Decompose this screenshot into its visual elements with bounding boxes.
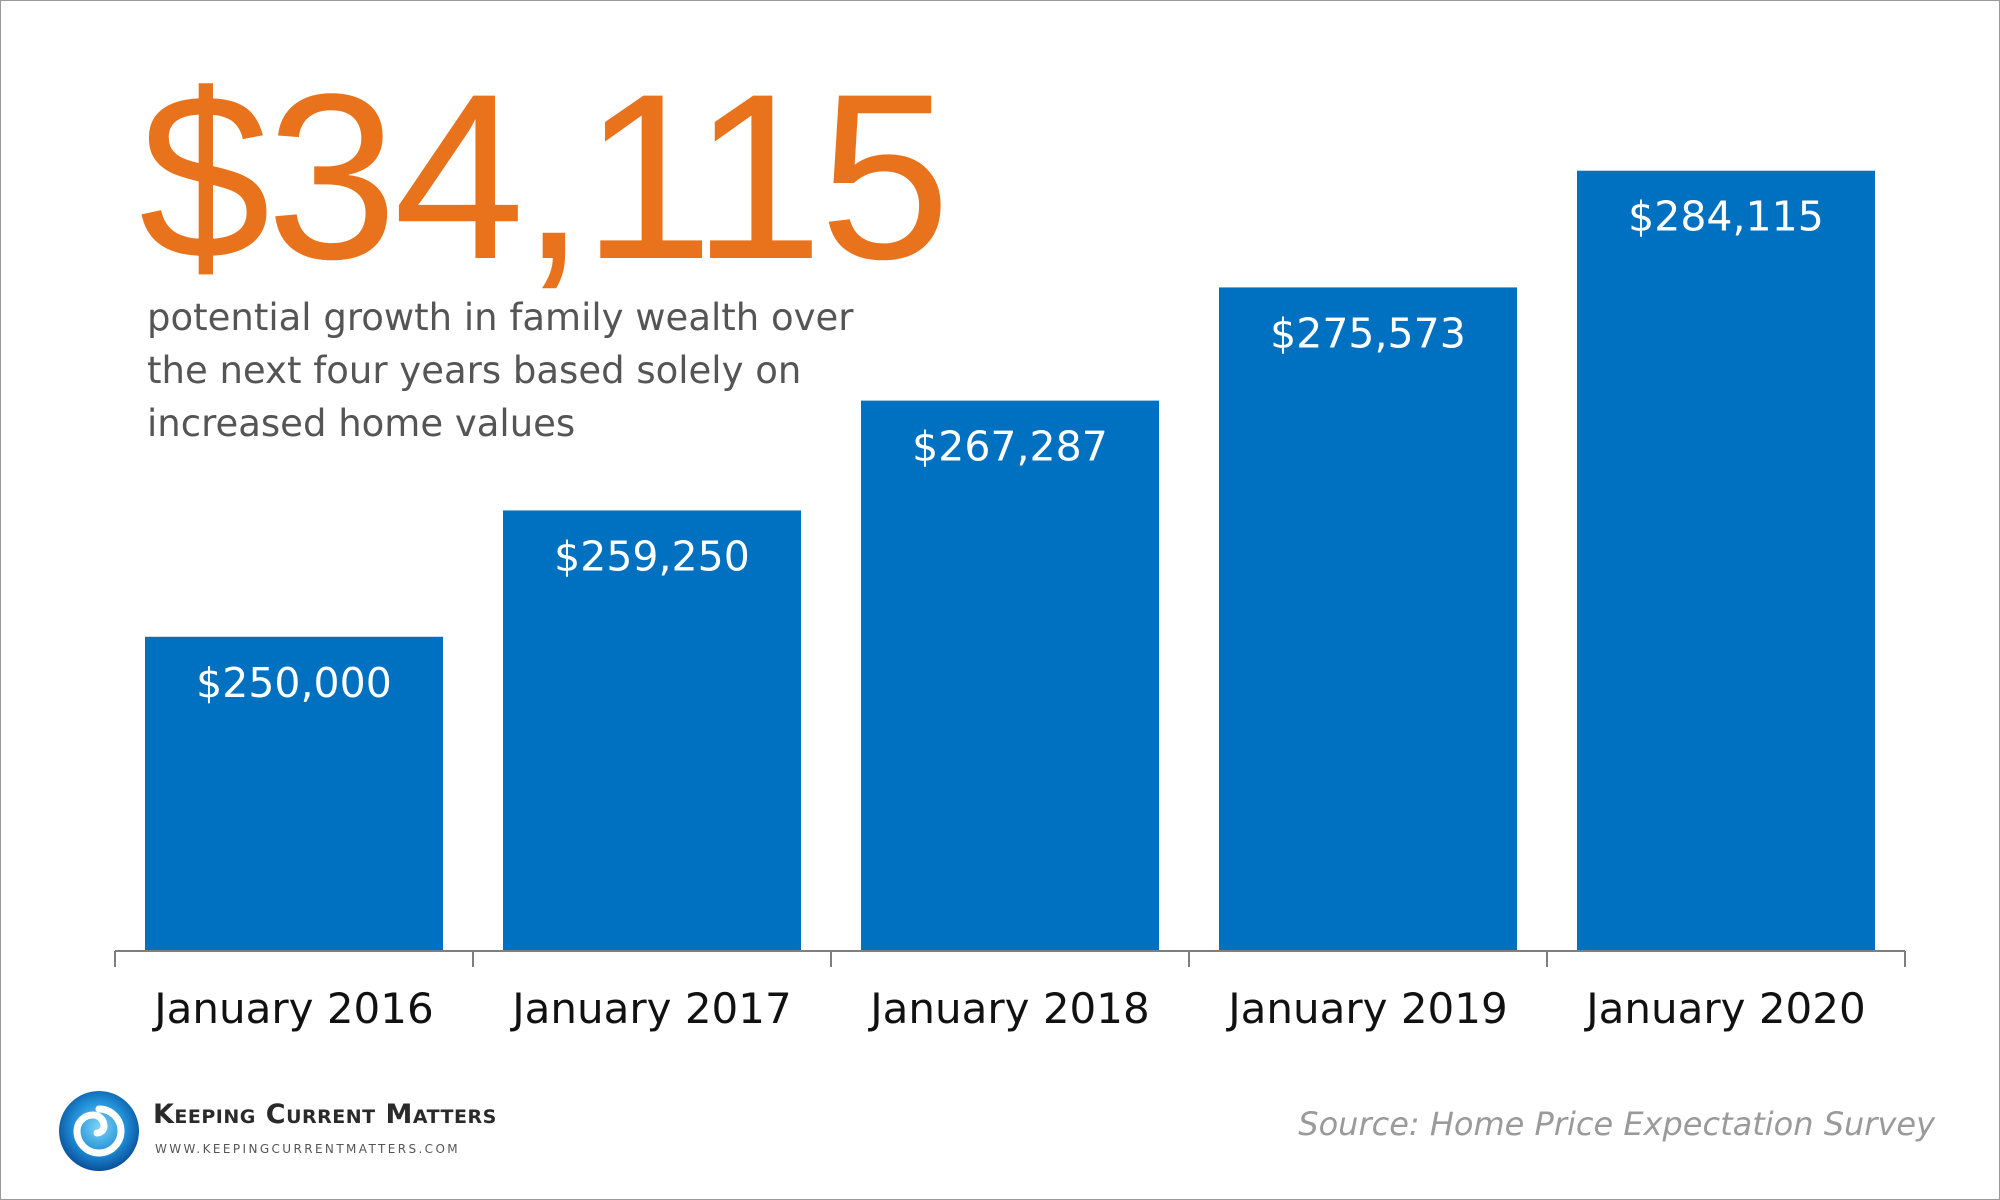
bar-value-label: $250,000 [196, 659, 392, 707]
headline-amount: $34,115 [139, 45, 951, 309]
swirl-logo-icon [59, 1091, 139, 1171]
bar-group: $250,000 $259,250 $267,287 $275,573 $284,115 [145, 170, 1875, 951]
bar-3 [861, 400, 1159, 951]
x-tick-label: January 2020 [1583, 984, 1865, 1033]
bar-4 [1219, 287, 1517, 951]
bar-5 [1577, 170, 1875, 951]
x-tick-label: January 2019 [1225, 984, 1507, 1033]
x-tick-label: January 2016 [151, 984, 433, 1033]
bar-2 [503, 510, 801, 951]
x-tick-label: January 2017 [509, 984, 791, 1033]
bar-value-label: $267,287 [912, 423, 1108, 471]
bar-value-label: $275,573 [1270, 309, 1466, 357]
bar-value-label: $259,250 [554, 532, 750, 580]
x-axis: January 2016 January 2017 January 2018 Janu… [114, 950, 1906, 1033]
logo-name: Keeping Current Matters [153, 1099, 497, 1130]
x-tick-label: January 2018 [867, 984, 1149, 1033]
bar-1 [145, 636, 443, 951]
logo-url: WWW.KEEPINGCURRENTMATTERS.COM [155, 1142, 461, 1156]
headline-subtitle: potential growth in family wealth over t… [147, 296, 854, 445]
company-logo: Keeping Current Matters WWW.KEEPINGCURRE… [57, 1089, 496, 1173]
bar-value-label: $284,115 [1628, 193, 1824, 241]
source-note: Source: Home Price Expectation Survey [1298, 1105, 1935, 1143]
